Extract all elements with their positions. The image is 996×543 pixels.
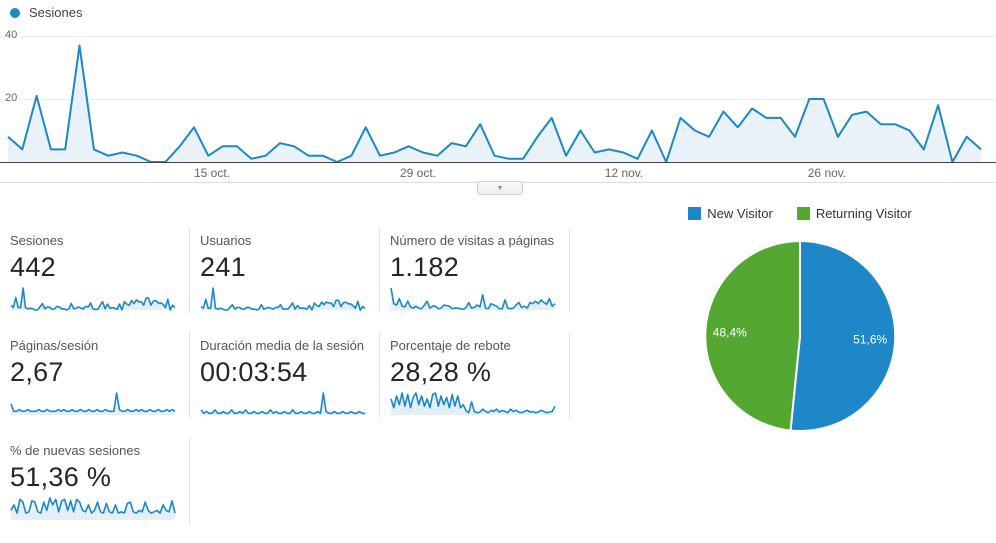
timeline-plot-area[interactable] <box>0 30 996 163</box>
card-value: 1.182 <box>390 252 460 282</box>
svg-text:51,6%: 51,6% <box>853 333 887 347</box>
card-title: % de nuevas sesiones <box>10 443 141 458</box>
returning-visitor-swatch-icon <box>796 206 810 220</box>
timeline-legend: Sesiones <box>10 5 82 20</box>
card-pageviews[interactable]: Número de visitas a páginas 1.182 <box>380 228 570 313</box>
x-axis-tick-26nov: 26 nov. <box>807 166 847 180</box>
card-value: 2,67 <box>10 357 64 387</box>
card-sparkline <box>10 495 178 521</box>
card-title: Sesiones <box>10 233 64 248</box>
new-visitor-swatch-icon <box>688 206 702 220</box>
legend-label: New Visitor <box>707 205 773 221</box>
card-title: Número de visitas a páginas <box>390 233 555 248</box>
sessions-legend-label: Sesiones <box>29 5 83 20</box>
card-sessions[interactable]: Sesiones 442 <box>0 228 190 313</box>
card-sparkline <box>390 285 558 311</box>
card-pages-per-session[interactable]: Páginas/sesión 2,67 <box>0 333 190 418</box>
card-title: Porcentaje de rebote <box>390 338 511 353</box>
x-axis-tick-15oct: 15 oct. <box>193 166 231 180</box>
card-sparkline <box>390 390 558 416</box>
card-value: 28,28 % <box>390 357 492 387</box>
card-title: Usuarios <box>200 233 252 248</box>
legend-item-returning-visitor: Returning Visitor <box>796 205 912 221</box>
chevron-down-icon: ▼ <box>496 184 504 192</box>
svg-text:48,4%: 48,4% <box>713 326 747 340</box>
legend-item-new-visitor: New Visitor <box>688 206 773 221</box>
y-axis-tick-40: 40 <box>3 29 20 42</box>
card-sparkline <box>200 285 368 311</box>
pie-legend: New Visitor Returning Visitor <box>650 205 950 221</box>
y-axis-tick-20: 20 <box>3 92 20 105</box>
card-value: 241 <box>200 252 246 282</box>
sessions-legend-dot-icon <box>10 7 20 18</box>
card-avg-session-duration[interactable]: Duración media de la sesión 00:03:54 <box>190 333 380 418</box>
card-value: 442 <box>10 252 56 282</box>
card-sparkline <box>10 285 178 311</box>
collapse-chart-button[interactable]: ▼ <box>477 181 523 195</box>
card-users[interactable]: Usuarios 241 <box>190 228 380 313</box>
visitor-type-pie-chart[interactable]: 51,6% 48,4% <box>700 236 900 441</box>
card-title: Páginas/sesión <box>10 338 99 353</box>
x-axis-tick-29oct: 29 oct. <box>399 166 437 180</box>
card-new-sessions-pct[interactable]: % de nuevas sesiones 51,36 % <box>0 438 190 523</box>
legend-label: Returning Visitor <box>815 205 912 221</box>
sessions-timeline-chart[interactable]: 40 20 <box>0 29 996 163</box>
card-title: Duración media de la sesión <box>200 338 365 353</box>
card-value: 00:03:54 <box>200 357 308 387</box>
card-sparkline <box>200 390 368 416</box>
visitor-type-panel: New Visitor Returning Visitor 51,6% 48,4% <box>650 205 950 441</box>
card-sparkline <box>10 390 178 416</box>
x-axis-tick-12nov: 12 nov. <box>604 166 644 180</box>
card-bounce-rate[interactable]: Porcentaje de rebote 28,28 % <box>380 333 570 418</box>
metric-cards-grid: Sesiones 442 Usuarios 241 Número de visi… <box>0 228 580 543</box>
card-value: 51,36 % <box>10 462 112 492</box>
